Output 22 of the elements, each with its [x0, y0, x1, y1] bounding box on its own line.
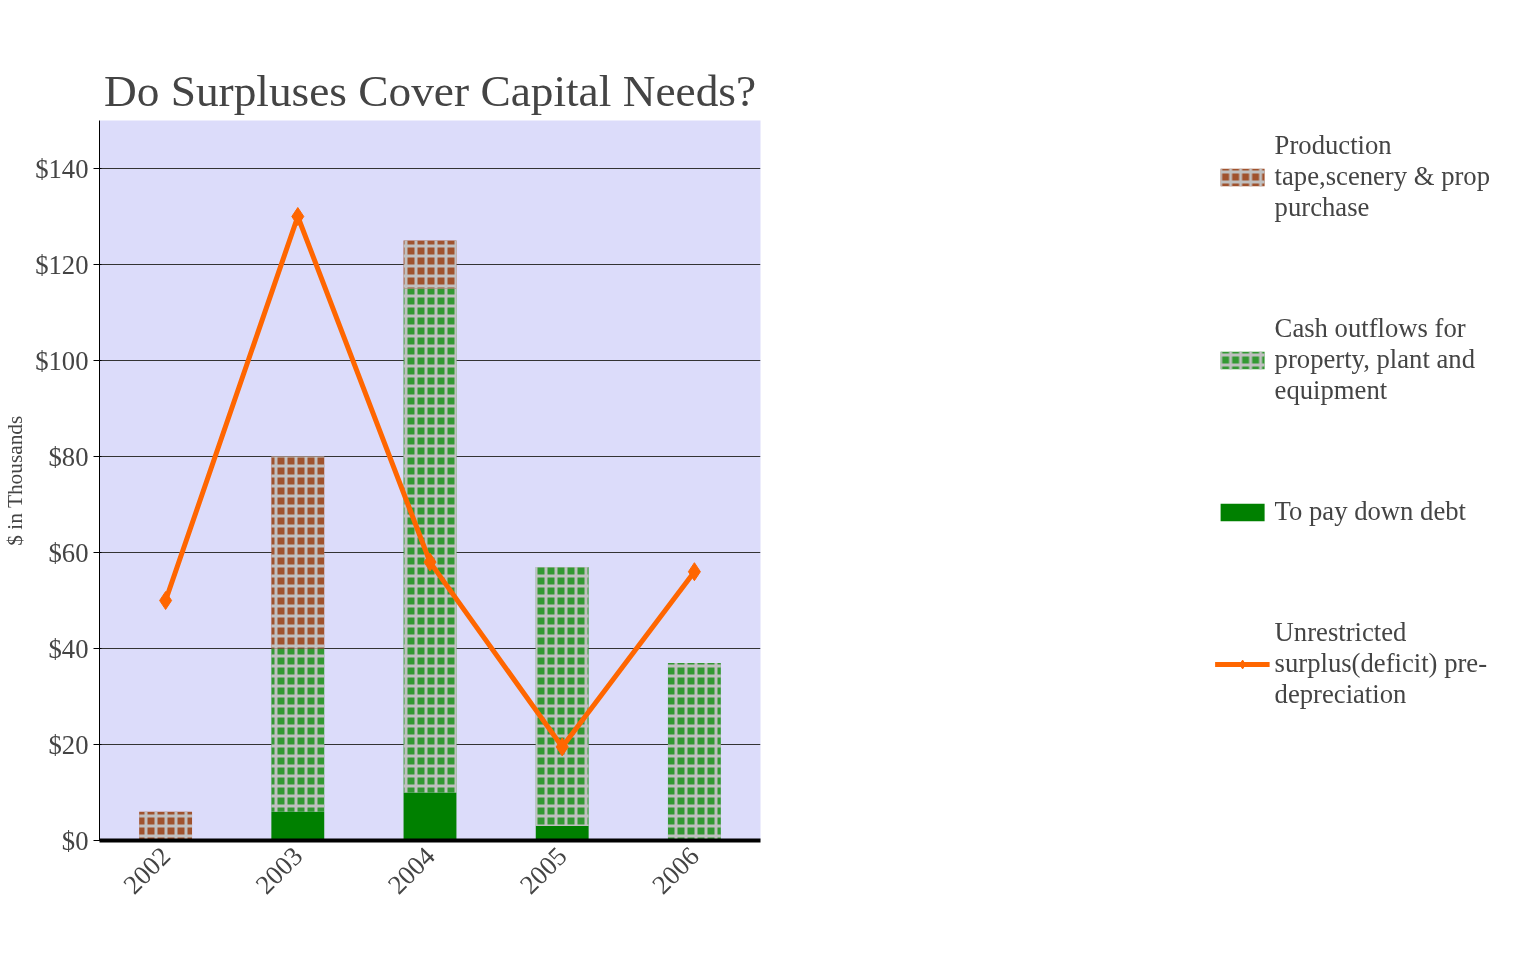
- y-tick-label: $120: [35, 249, 89, 280]
- point: [291, 207, 305, 226]
- y-tick-label: $0: [61, 825, 89, 856]
- y-tick-label: $80: [48, 441, 89, 472]
- legend-label: Cash outflows for property, plant and equipment: [1274, 313, 1475, 406]
- y-axis-title: $ in Thousands: [3, 415, 28, 546]
- bar: [271, 811, 325, 841]
- point: [159, 591, 173, 610]
- bar: [403, 792, 457, 841]
- point: [555, 737, 569, 757]
- point: [423, 552, 437, 572]
- legend-label: Production tape,scenery & prop purchase: [1274, 130, 1490, 223]
- legend-label: To pay down debt: [1274, 496, 1466, 527]
- chart-title: Do Surpluses Cover Capital Needs?: [103, 65, 757, 116]
- y-tick-label: $140: [35, 153, 89, 184]
- y-tick-label: $100: [35, 345, 89, 376]
- bar: [535, 826, 589, 841]
- y-tick-label: $60: [48, 537, 89, 568]
- y-tick-label: $40: [48, 633, 89, 664]
- y-tick-label: $20: [48, 729, 89, 760]
- legend-label: Unrestricted surplus(deficit) pre-depreciation: [1274, 617, 1488, 710]
- point: [687, 562, 701, 582]
